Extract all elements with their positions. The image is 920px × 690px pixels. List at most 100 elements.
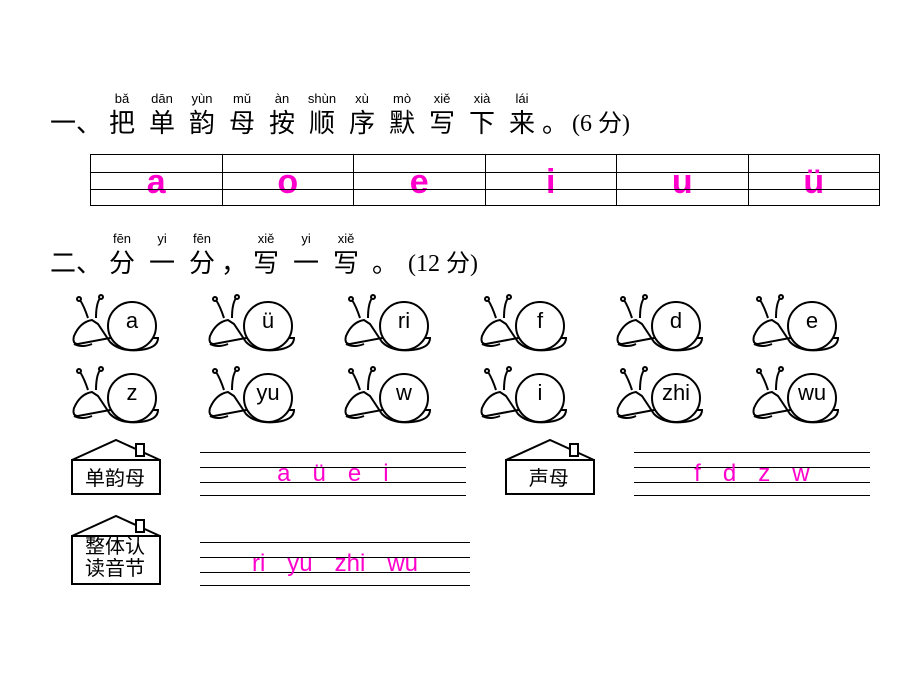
snail-label: z — [110, 380, 154, 406]
section-number: 一、 — [50, 108, 102, 140]
punct: 。 — [542, 108, 568, 140]
char-block: yi一 — [286, 230, 326, 280]
snail: a — [70, 294, 164, 354]
snail-label: ri — [382, 308, 426, 334]
vowel-cell: i — [486, 155, 618, 205]
score: (6 分) — [572, 108, 630, 140]
answer: i — [383, 460, 388, 488]
answer: w — [792, 460, 809, 488]
snail-row: z yu w i — [70, 366, 870, 426]
char-block: mò默 — [382, 90, 422, 140]
snail: wu — [750, 366, 844, 426]
hanzi: 分 — [109, 248, 135, 280]
snail-label: d — [654, 308, 698, 334]
char-block: mǔ母 — [222, 90, 262, 140]
pinyin: xiě — [434, 90, 451, 108]
char-block: ， — [222, 230, 246, 280]
hanzi: 分 — [189, 248, 215, 280]
answer-grid: fdzw — [634, 452, 870, 496]
snail-label: w — [382, 380, 426, 406]
pinyin: xiě — [338, 230, 355, 248]
pinyin: bǎ — [115, 90, 129, 108]
section-1: 一、 bǎ把dān单yùn韵mǔ母àn按shùn顺xù序mò默xiě写xià下l… — [50, 90, 870, 206]
answer: ri — [252, 550, 265, 578]
answer: f — [694, 460, 701, 488]
snail: zhi — [614, 366, 708, 426]
answer: a — [277, 460, 290, 488]
hanzi: 写 — [429, 108, 455, 140]
pinyin: dān — [151, 90, 173, 108]
section-2-title: 二、 fēn分yi一fēn分，xiě写yi一xiě写 。 (12 分) — [50, 230, 870, 280]
snail: z — [70, 366, 164, 426]
hanzi: 默 — [389, 108, 415, 140]
pinyin: àn — [275, 90, 289, 108]
vowel: e — [410, 165, 429, 199]
hanzi: 母 — [229, 108, 255, 140]
hanzi: 来 — [509, 108, 535, 140]
answer: d — [723, 460, 736, 488]
answer: ü — [313, 460, 326, 488]
pinyin: xiě — [258, 230, 275, 248]
char-block: yùn韵 — [182, 90, 222, 140]
vowel: ü — [803, 165, 824, 199]
snail: d — [614, 294, 708, 354]
answer-grid: riyuzhiwu — [200, 542, 470, 586]
snail-label: wu — [790, 380, 834, 406]
pinyin: fēn — [193, 230, 211, 248]
house-label: 声母 — [504, 468, 594, 490]
snail-label: f — [518, 308, 562, 334]
char-block: yi一 — [142, 230, 182, 280]
char-block: dān单 — [142, 90, 182, 140]
answer: wu — [387, 550, 418, 578]
char-block: xiě写 — [246, 230, 286, 280]
answer: yu — [287, 550, 312, 578]
score: (12 分) — [408, 248, 478, 280]
vowel: i — [546, 165, 555, 199]
vowel: o — [277, 165, 298, 199]
section-1-title: 一、 bǎ把dān单yùn韵mǔ母àn按shùn顺xù序mò默xiě写xià下l… — [50, 90, 870, 140]
snail-label: zhi — [654, 380, 698, 406]
char-block: fēn分 — [102, 230, 142, 280]
char-block: shùn顺 — [302, 90, 342, 140]
house-icon: 声母 — [504, 438, 596, 496]
snail-label: yu — [246, 380, 290, 406]
snail: e — [750, 294, 844, 354]
vowel-grid: aoeiuü — [90, 154, 880, 206]
answer-grid: aüei — [200, 452, 466, 496]
vowel: a — [147, 165, 166, 199]
house-label: 整体认读音节 — [70, 536, 160, 580]
snail: i — [478, 366, 572, 426]
hanzi: 单 — [149, 108, 175, 140]
snail: yu — [206, 366, 300, 426]
hanzi: 写 — [333, 248, 359, 280]
hanzi: 序 — [349, 108, 375, 140]
char-block: xiě写 — [422, 90, 462, 140]
pinyin: fēn — [113, 230, 131, 248]
snail: w — [342, 366, 436, 426]
house-icon: 整体认读音节 — [70, 514, 162, 586]
snail: f — [478, 294, 572, 354]
category-row: 整体认读音节 riyuzhiwu — [70, 514, 870, 586]
pinyin: mǔ — [233, 90, 251, 108]
char-block: àn按 — [262, 90, 302, 140]
pinyin: xià — [474, 90, 491, 108]
char-block: xù序 — [342, 90, 382, 140]
snail-label: i — [518, 380, 562, 406]
vowel-cell: a — [90, 155, 223, 205]
vowel: u — [672, 165, 693, 199]
snail-label: e — [790, 308, 834, 334]
pinyin: shùn — [308, 90, 336, 108]
hanzi: 下 — [469, 108, 495, 140]
hanzi: 按 — [269, 108, 295, 140]
section-2: 二、 fēn分yi一fēn分，xiě写yi一xiě写 。 (12 分) a ü — [50, 230, 870, 586]
hanzi: 顺 — [309, 108, 335, 140]
snail-label: a — [110, 308, 154, 334]
pinyin: yi — [301, 230, 310, 248]
hanzi: 一 — [293, 248, 319, 280]
section-number: 二、 — [50, 248, 102, 280]
snail-row: a ü ri f — [70, 294, 870, 354]
vowel-cell: u — [617, 155, 749, 205]
pinyin: mò — [393, 90, 411, 108]
snail: ri — [342, 294, 436, 354]
pinyin: yi — [157, 230, 166, 248]
